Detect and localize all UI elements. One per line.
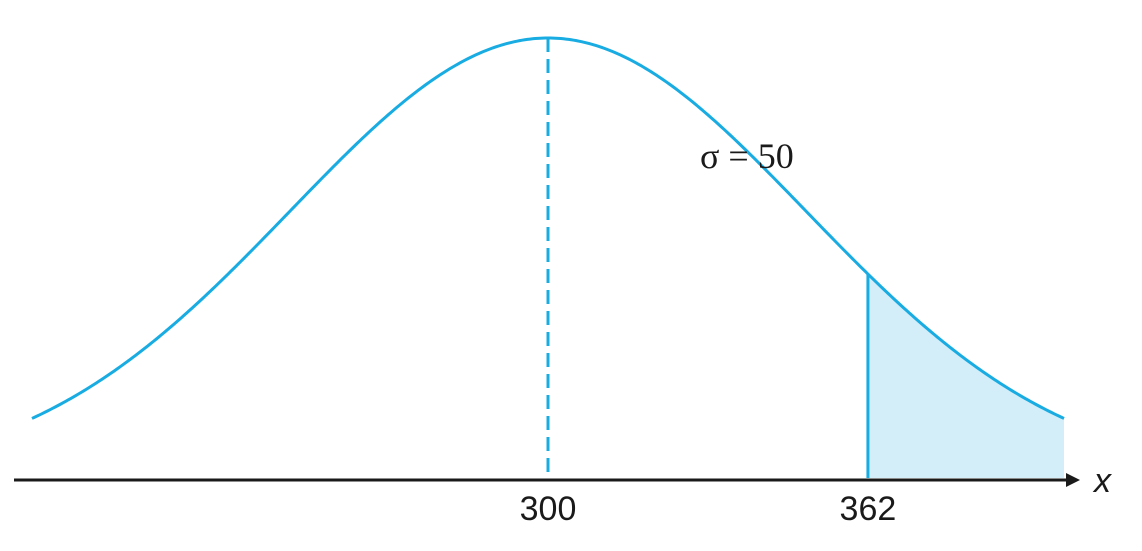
tick-label-cutoff: 362	[840, 490, 897, 528]
tick-label-mean: 300	[520, 490, 577, 528]
x-axis-arrow-icon	[1066, 473, 1080, 487]
shaded-tail-area	[868, 274, 1064, 478]
x-axis-label: x	[1092, 462, 1112, 500]
sigma-annotation: σ = 50	[700, 136, 794, 176]
